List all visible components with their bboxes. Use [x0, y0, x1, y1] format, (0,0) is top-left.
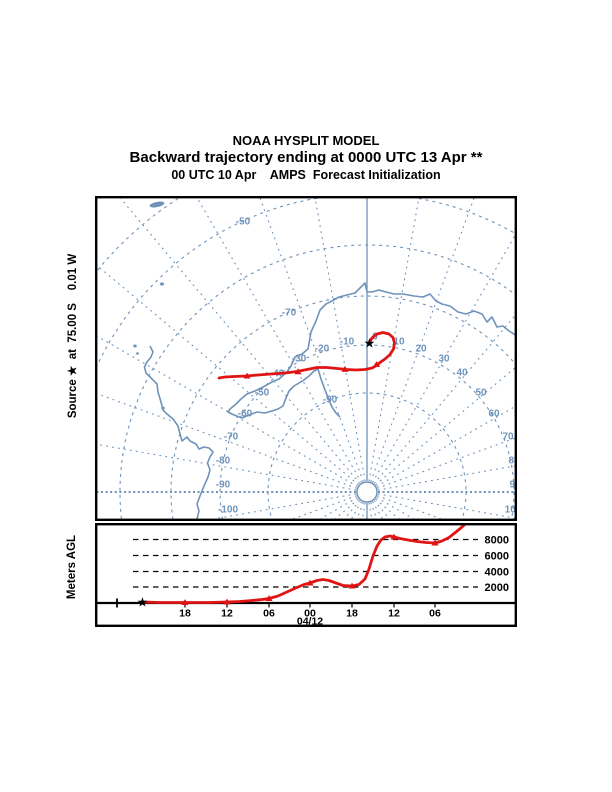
longitude-grid-label: 60 [488, 409, 500, 420]
latitude-circle [219, 344, 515, 521]
meridian-line [368, 196, 420, 482]
latitude-circle [119, 244, 517, 521]
trajectory-path [217, 331, 396, 380]
altitude-time-marker [223, 598, 231, 605]
island [136, 352, 139, 355]
meridian-line [373, 312, 517, 484]
time-tick-label: 18 [346, 608, 358, 620]
meridian-line [314, 196, 366, 482]
forecast-init-subtitle: 00 UTC 10 Apr AMPS Forecast Initializati… [171, 168, 441, 182]
meridian-line [95, 392, 357, 489]
meridian-line [117, 196, 361, 484]
meridian-line [95, 334, 358, 487]
trajectory-title: Backward trajectory ending at 0000 UTC 1… [129, 149, 483, 166]
antarctic-peninsula-coastline [143, 345, 214, 520]
altitude-gridline-label: 8000 [485, 534, 509, 546]
plus-marker [112, 598, 122, 608]
meters-agl-label: Meters AGL [66, 534, 78, 600]
island [160, 282, 164, 286]
longitude-grid-label: -30 [292, 354, 307, 365]
meridian-line [377, 493, 517, 520]
meridian-line [377, 495, 449, 521]
source-location-label: Source ★ at 75.00 S 0.01 W [67, 253, 80, 419]
longitude-grid-label: 40 [456, 368, 468, 379]
island [133, 344, 137, 348]
date-label: 04/12 [297, 616, 323, 628]
source-star: ★ [364, 337, 376, 352]
longitude-grid-label: 30 [438, 354, 450, 365]
altitude-time-marker [348, 582, 356, 589]
island [149, 201, 165, 208]
longitude-grid-label: -80 [216, 456, 231, 467]
meridian-line [376, 497, 419, 521]
longitude-grid-label: 10 [393, 337, 405, 348]
altitude-time-marker [306, 579, 314, 586]
map-frame [95, 196, 517, 521]
meridian-line [375, 365, 517, 486]
trajectory-time-marker [294, 368, 302, 375]
meridian-line [199, 493, 357, 521]
trajectory-time-marker [372, 361, 381, 368]
longitude-grid-label: -10 [340, 337, 355, 348]
meridian-line [95, 443, 357, 491]
longitude-grid-label: -70 [224, 432, 239, 443]
time-tick-label: 12 [221, 608, 233, 620]
trajectory-end-star: ★ [137, 596, 149, 611]
latitude-grid-label: -50 [236, 217, 251, 228]
altitude-time-marker [390, 533, 398, 540]
longitude-grid-label: 80 [508, 456, 517, 467]
meridian-line [370, 196, 476, 482]
height-y-axis-label-wrap: Meters AGL [58, 523, 86, 611]
time-tick-label: 00 [304, 608, 316, 620]
longitude-grid-label: -50 [255, 388, 270, 399]
altitude-time-marker [181, 599, 189, 606]
latitude-grid-label: -90 [323, 395, 338, 406]
time-tick-label: 06 [263, 608, 275, 620]
antarctica-coastline [227, 282, 517, 419]
altitude-gridline-label: 6000 [485, 550, 509, 562]
meridian-line [377, 436, 517, 489]
time-tick-label: 18 [179, 608, 191, 620]
meridian-line [372, 501, 385, 521]
longitude-grid-label: 90 [509, 480, 517, 491]
meridian-line [375, 498, 403, 521]
altitude-gridline-label: 2000 [485, 582, 509, 594]
time-tick-label: 12 [388, 608, 400, 620]
longitude-grid-label: 100 [505, 505, 517, 516]
meridian-line [195, 196, 362, 483]
longitude-grid-label: -90 [216, 480, 231, 491]
altitude-gridline-label: 4000 [485, 566, 509, 578]
meridian-line [355, 502, 364, 521]
meridian-line [258, 196, 364, 482]
longitude-grid-label: 50 [475, 388, 487, 399]
meridian-line [377, 464, 517, 491]
altitude-curve [141, 523, 469, 604]
pole-circle [356, 481, 378, 503]
longitude-grid-label: -100 [218, 505, 238, 516]
island [161, 406, 165, 410]
altitude-time-marker [431, 539, 439, 546]
meridian-line [376, 404, 517, 487]
altitude-time-marker [265, 595, 273, 602]
trajectory-time-marker [341, 365, 349, 372]
height-frame [95, 523, 517, 627]
latitude-grid-label: -70 [282, 308, 297, 319]
meridian-line [373, 500, 393, 521]
longitude-grid-label: 70 [502, 432, 514, 443]
trajectory-time-marker [243, 372, 251, 379]
meridian-line [372, 231, 517, 483]
map-y-axis-label-wrap: Source ★ at 75.00 S 0.01 W [58, 196, 86, 476]
model-title: NOAA HYSPLIT MODEL [232, 133, 380, 148]
longitude-grid-label: -20 [315, 344, 330, 355]
longitude-grid-label: -60 [238, 409, 253, 420]
height-profile-chart: 8000 6000 4000 2000 18 12 06 00 18 12 06 04/12 ★ [95, 523, 517, 627]
trajectory-map: -100-90-80-70-60-50-40-30-20-10 0 10203040… [95, 196, 517, 521]
time-tick-label: 06 [429, 608, 441, 620]
longitude-grid-label: 20 [415, 344, 427, 355]
meridian-line [95, 263, 359, 486]
